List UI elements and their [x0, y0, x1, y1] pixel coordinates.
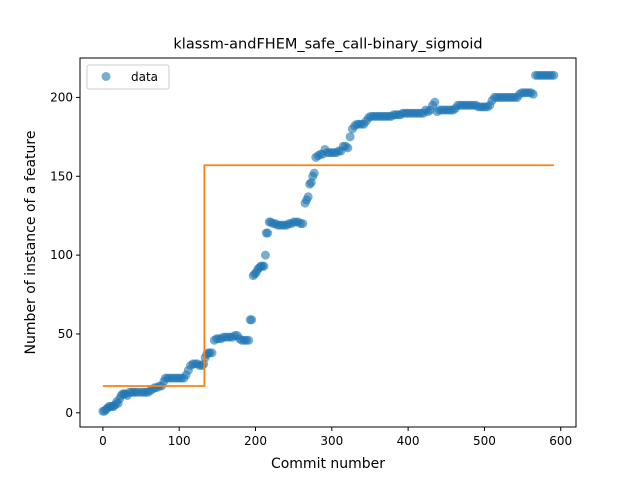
y-tick-label: 200 [50, 90, 73, 104]
legend: data [86, 64, 170, 90]
data-point [549, 70, 559, 80]
data-point [207, 348, 217, 358]
y-tick-label: 100 [50, 248, 73, 262]
legend-box [86, 64, 170, 90]
data-point [309, 168, 319, 178]
data-point [345, 132, 355, 142]
legend-marker-data [101, 72, 111, 81]
x-axis-ticks: 0 100 200 300 400 500 600 [99, 427, 572, 448]
x-tick-label: 500 [473, 434, 496, 448]
y-tick-label: 150 [50, 169, 73, 183]
data-point [263, 228, 273, 238]
axes-frame [79, 57, 577, 428]
y-axis-label: Number of instance of a feature [23, 131, 39, 355]
data-point [430, 97, 440, 107]
legend-label-data: data [131, 70, 158, 84]
data-point [260, 250, 270, 260]
chart-title: klassm-andFHEM_safe_call-binary_sigmoid [173, 37, 482, 53]
data-point [343, 143, 353, 153]
data-point [244, 335, 254, 345]
y-tick-label: 0 [65, 406, 73, 420]
x-tick-label: 0 [99, 434, 107, 448]
data-point [303, 192, 313, 202]
x-tick-label: 600 [549, 434, 572, 448]
y-tick-label: 50 [58, 327, 73, 341]
plot-area [98, 70, 559, 416]
x-tick-label: 200 [244, 434, 267, 448]
x-tick-label: 100 [168, 434, 191, 448]
fit-line [102, 164, 554, 387]
x-tick-label: 400 [397, 434, 420, 448]
data-point [528, 89, 538, 99]
x-axis-label: Commit number [271, 456, 385, 472]
y-axis-ticks: 0 50 100 150 200 [50, 90, 80, 420]
x-tick-label: 300 [320, 434, 343, 448]
data-point [259, 261, 269, 271]
data-point [247, 315, 257, 325]
data-point [298, 219, 308, 229]
